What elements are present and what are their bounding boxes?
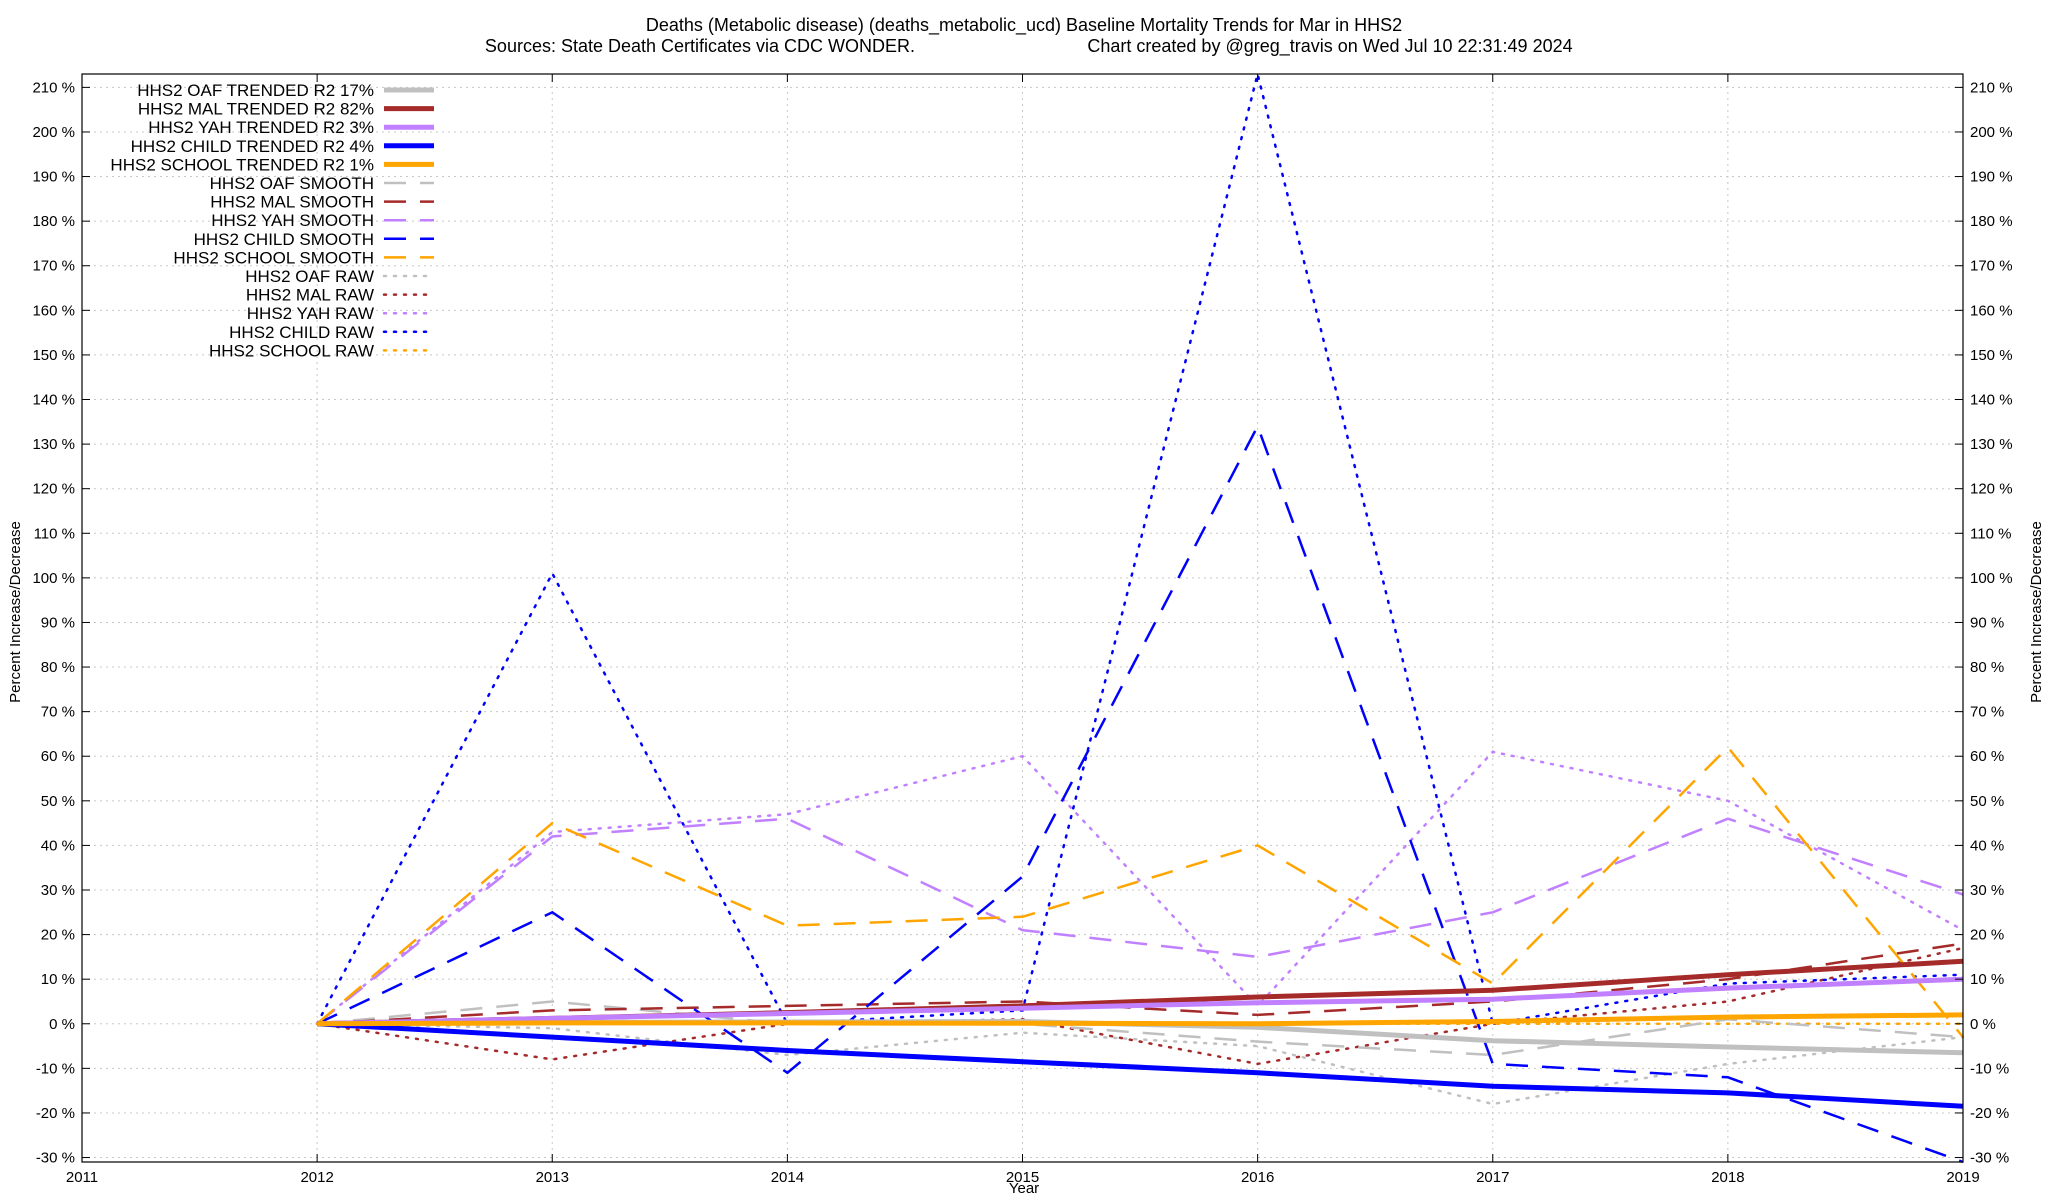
y-tick-label-left: 80 % (41, 659, 75, 676)
y-tick-label-left: 200 % (32, 124, 75, 141)
chart-title: Deaths (Metabolic disease) (deaths_metab… (646, 15, 1402, 36)
y-tick-label-right: -10 % (1970, 1060, 2009, 1077)
y-tick-label-left: 30 % (41, 882, 75, 899)
y-tick-label-left: 40 % (41, 837, 75, 854)
y-tick-label-right: 190 % (1970, 169, 2013, 186)
legend-label: HHS2 MAL RAW (246, 286, 374, 305)
x-axis-label: Year (1009, 1180, 1039, 1197)
legend-label: HHS2 YAH TRENDED R2 3% (148, 118, 374, 137)
y-tick-label-right: 170 % (1970, 258, 2013, 275)
x-tick-label: 2013 (536, 1169, 569, 1186)
x-tick-label: 2019 (1946, 1169, 1979, 1186)
x-tick-label: 2017 (1476, 1169, 1509, 1186)
legend-label: HHS2 MAL TRENDED R2 82% (138, 100, 374, 119)
y-tick-label-left: 50 % (41, 793, 75, 810)
y-tick-label-right: 90 % (1970, 614, 2004, 631)
y-tick-label-right: 30 % (1970, 882, 2004, 899)
y-tick-label-right: 140 % (1970, 392, 2013, 409)
y-tick-label-right: 50 % (1970, 793, 2004, 810)
y-tick-label-right: -30 % (1970, 1150, 2009, 1167)
y-tick-label-left: -20 % (36, 1105, 75, 1122)
y-tick-label-left: 60 % (41, 748, 75, 765)
x-tick-label: 2016 (1241, 1169, 1274, 1186)
y-axis-label-right: Percent Increase/Decrease (2028, 521, 2045, 703)
series-line-hhs2-yah-trended-r2-3 (317, 976, 1964, 1027)
y-tick-label-left: 170 % (32, 258, 75, 275)
y-tick-label-right: 80 % (1970, 659, 2004, 676)
chart-credit: Chart created by @greg_travis on Wed Jul… (1087, 36, 1572, 57)
y-axis-label-left: Percent Increase/Decrease (7, 521, 24, 703)
y-tick-label-left: 210 % (32, 79, 75, 96)
legend-label: HHS2 MAL SMOOTH (210, 193, 374, 212)
legend-label: HHS2 YAH SMOOTH (211, 211, 374, 230)
y-tick-label-left: 20 % (41, 927, 75, 944)
y-tick-label-left: -10 % (36, 1060, 75, 1077)
y-tick-label-right: 100 % (1970, 570, 2013, 587)
series-line-hhs2-mal-raw (315, 946, 1965, 1066)
y-tick-label-right: 10 % (1970, 971, 2004, 988)
series-layer (315, 73, 1965, 1164)
series-line-hhs2-mal-smooth (317, 942, 1964, 1026)
series-line-hhs2-yah-raw (315, 750, 1965, 1026)
y-tick-label-left: -30 % (36, 1150, 75, 1167)
y-tick-label-left: 70 % (41, 704, 75, 721)
y-tick-label-left: 90 % (41, 614, 75, 631)
y-tick-label-left: 0 % (49, 1016, 75, 1033)
series-line-hhs2-school-trended-r2-1 (317, 1012, 1964, 1027)
series-line-hhs2-mal-trended-r2-82 (317, 958, 1964, 1027)
legend-label: HHS2 CHILD SMOOTH (194, 230, 374, 249)
y-tick-label-left: 100 % (32, 570, 75, 587)
legend-label: HHS2 CHILD TRENDED R2 4% (131, 137, 374, 156)
y-tick-label-left: 120 % (32, 481, 75, 498)
y-tick-label-left: 110 % (34, 525, 75, 542)
y-tick-label-right: 60 % (1970, 748, 2004, 765)
y-tick-label-left: 140 % (32, 392, 75, 409)
legend-label: HHS2 YAH RAW (247, 304, 374, 323)
axis-ticks: -30 % -30 % -20 % -20 % -10 % -10 % 0 % 0 % 10 %… (32, 74, 2013, 1186)
y-tick-label-left: 130 % (32, 436, 75, 453)
y-tick-label-left: 180 % (32, 213, 75, 230)
y-tick-label-right: 0 % (1970, 1016, 1996, 1033)
y-tick-label-right: 200 % (1970, 124, 2013, 141)
grid-lines (81, 74, 1964, 1162)
y-tick-label-left: 10 % (41, 971, 75, 988)
y-tick-label-right: 180 % (1970, 213, 2013, 230)
x-tick-label: 2018 (1711, 1169, 1744, 1186)
legend-label: HHS2 SCHOOL SMOOTH (173, 248, 374, 267)
series-line-hhs2-child-smooth (316, 423, 1964, 1164)
legend-label: HHS2 SCHOOL TRENDED R2 1% (110, 155, 374, 174)
y-tick-label-right: 210 % (1970, 79, 2013, 96)
chart-sources: Sources: State Death Certificates via CD… (485, 36, 915, 56)
y-tick-label-right: 120 % (1970, 481, 2013, 498)
series-line-hhs2-child-trended-r2-4 (316, 1021, 1964, 1109)
y-tick-label-left: 190 % (32, 169, 75, 186)
y-tick-label-right: 110 % (1970, 525, 2011, 542)
y-tick-label-left: 150 % (32, 347, 75, 364)
y-tick-label-right: 20 % (1970, 927, 2004, 944)
legend-label: HHS2 CHILD RAW (229, 323, 374, 342)
y-tick-label-left: 160 % (32, 302, 75, 319)
y-tick-label-right: 150 % (1970, 347, 2013, 364)
legend-label: HHS2 OAF RAW (245, 267, 374, 286)
y-tick-label-right: 130 % (1970, 436, 2013, 453)
series-line-hhs2-child-raw (315, 73, 1965, 1026)
x-tick-label: 2015 (1006, 1169, 1039, 1186)
y-tick-label-right: 70 % (1970, 704, 2004, 721)
x-tick-label: 2011 (66, 1169, 98, 1186)
legend-label: HHS2 SCHOOL RAW (209, 341, 374, 360)
legend: HHS2 OAF TRENDED R2 17%HHS2 MAL TRENDED … (110, 81, 436, 360)
y-tick-label-right: 40 % (1970, 837, 2004, 854)
y-tick-label-right: 160 % (1970, 302, 2013, 319)
legend-label: HHS2 OAF TRENDED R2 17% (137, 81, 374, 100)
y-tick-label-right: -20 % (1970, 1105, 2009, 1122)
series-line-hhs2-yah-smooth (316, 817, 1964, 1025)
series-line-hhs2-oaf-smooth (316, 1000, 1964, 1057)
x-tick-label: 2014 (771, 1169, 804, 1186)
legend-label: HHS2 OAF SMOOTH (210, 174, 374, 193)
series-line-hhs2-school-smooth (316, 745, 1964, 1038)
x-tick-label: 2012 (300, 1169, 333, 1186)
